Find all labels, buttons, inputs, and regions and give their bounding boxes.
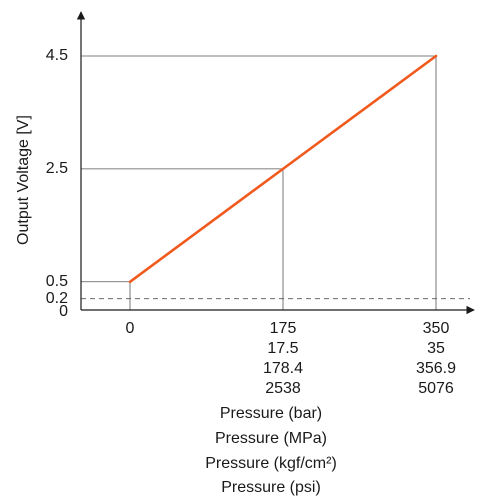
- y-tick-label: 0: [59, 303, 68, 320]
- x-tick-label: 0: [126, 320, 135, 337]
- y-tick-labels: 00.20.5 2.5 4.5: [46, 47, 68, 320]
- x-tick-label: 35: [427, 340, 445, 357]
- x-tick-label: 5076: [418, 380, 454, 397]
- y-tick-label: 0.2: [46, 290, 68, 307]
- x-tick-label: 178.4: [263, 360, 303, 377]
- x-axis-label-mpa: Pressure (MPa): [215, 430, 327, 447]
- x-tick-label: 2538: [265, 380, 301, 397]
- x-axis-label-bar: Pressure (bar): [220, 405, 322, 422]
- x-axis-label-kgf: Pressure (kgf/cm²): [205, 455, 337, 472]
- x-tick-label: 356.9: [416, 360, 456, 377]
- series-group: [128, 54, 438, 284]
- guide-lines: [81, 55, 437, 310]
- y-axis-label: Output Voltage [V]: [15, 115, 32, 245]
- x-axis-label-psi: Pressure (psi): [221, 479, 321, 496]
- x-axis-labels: Pressure (bar) Pressure (MPa) Pressure (…: [205, 405, 337, 496]
- y-tick-label: 4.5: [46, 47, 68, 64]
- x-tick-labels: 0 175 17.5 178.4 2538 350 35 356.9 5076: [126, 320, 457, 397]
- x-tick-label: 17.5: [267, 340, 298, 357]
- x-tick-label: 175: [270, 320, 297, 337]
- x-tick-label: 350: [423, 320, 450, 337]
- series-line-0: [128, 54, 438, 284]
- y-tick-label: 2.5: [46, 160, 68, 177]
- y-tick-label: 0.5: [46, 273, 68, 290]
